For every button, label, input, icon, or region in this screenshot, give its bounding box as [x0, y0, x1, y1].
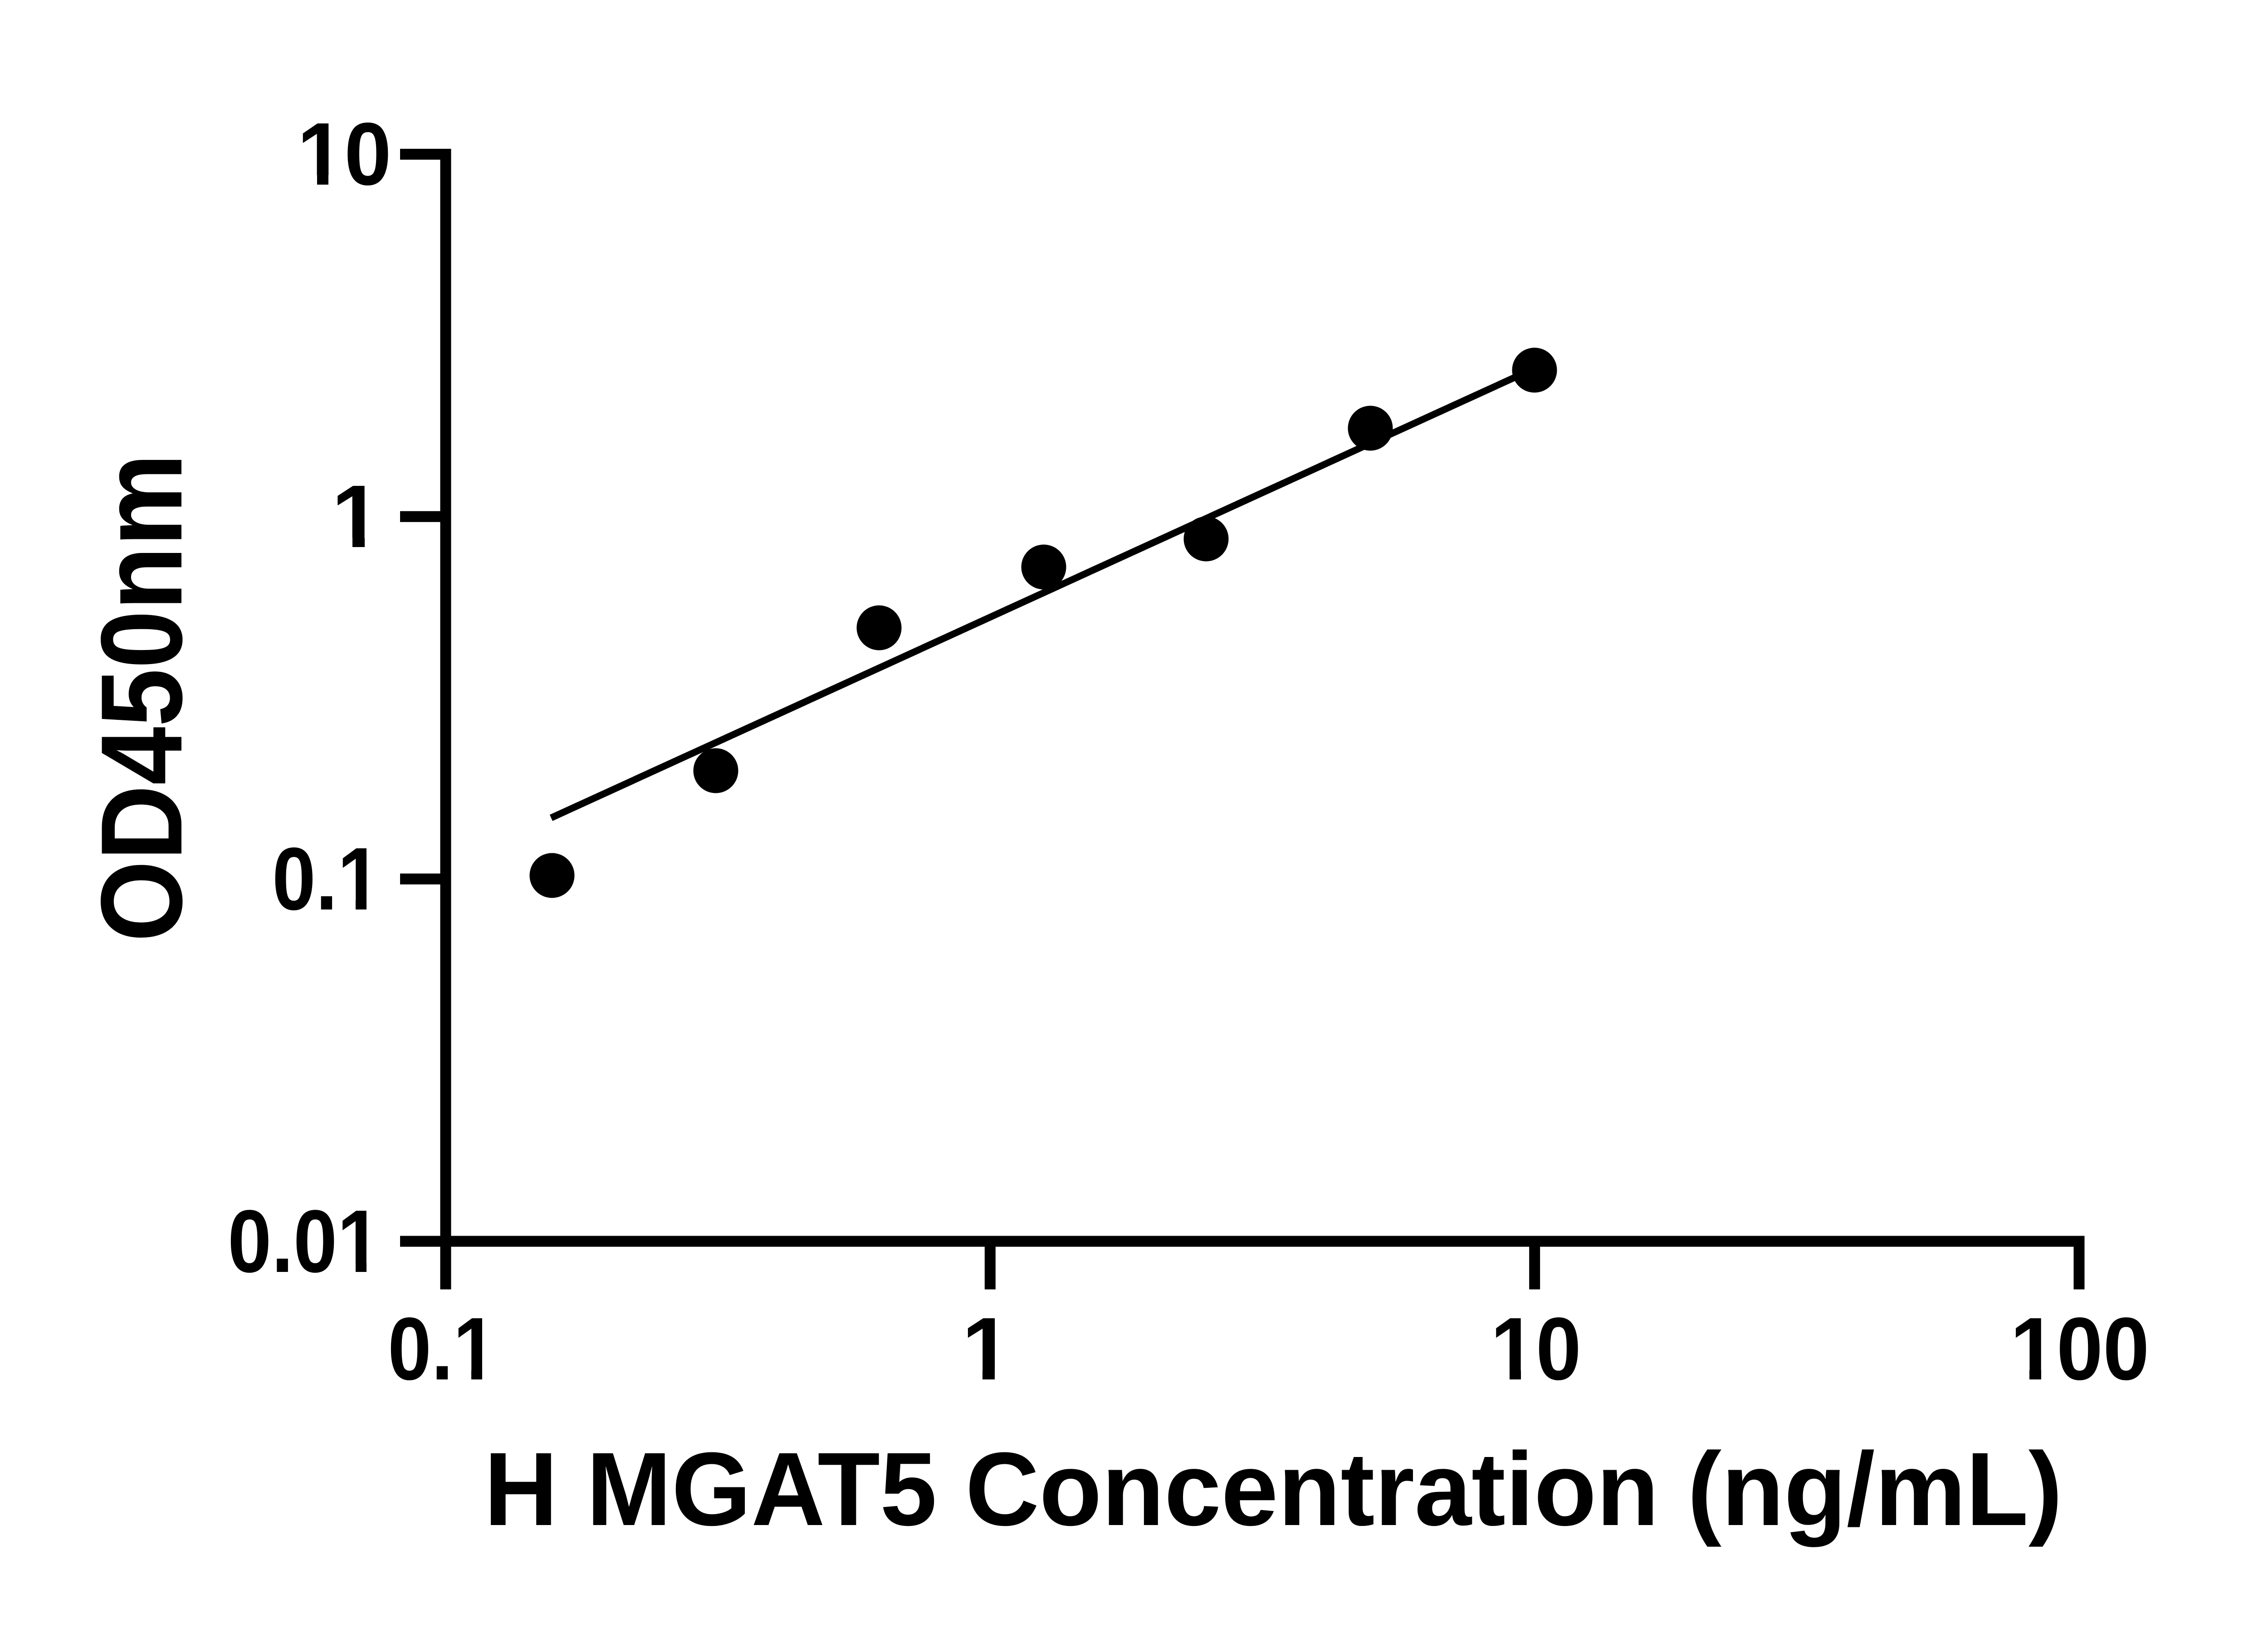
- svg-text:10: 10: [297, 104, 391, 204]
- svg-text:0.1: 0.1: [272, 829, 381, 929]
- svg-text:0.1: 0.1: [388, 1299, 497, 1398]
- svg-text:H MGAT5 Concentration (ng/mL): H MGAT5 Concentration (ng/mL): [484, 1431, 2063, 1547]
- svg-text:10: 10: [1491, 1299, 1581, 1398]
- svg-text:100: 100: [2010, 1299, 2150, 1398]
- svg-text:1: 1: [332, 467, 381, 566]
- svg-text:1: 1: [962, 1299, 1011, 1398]
- svg-text:OD450nm: OD450nm: [77, 454, 206, 942]
- svg-text:0.01: 0.01: [228, 1192, 381, 1291]
